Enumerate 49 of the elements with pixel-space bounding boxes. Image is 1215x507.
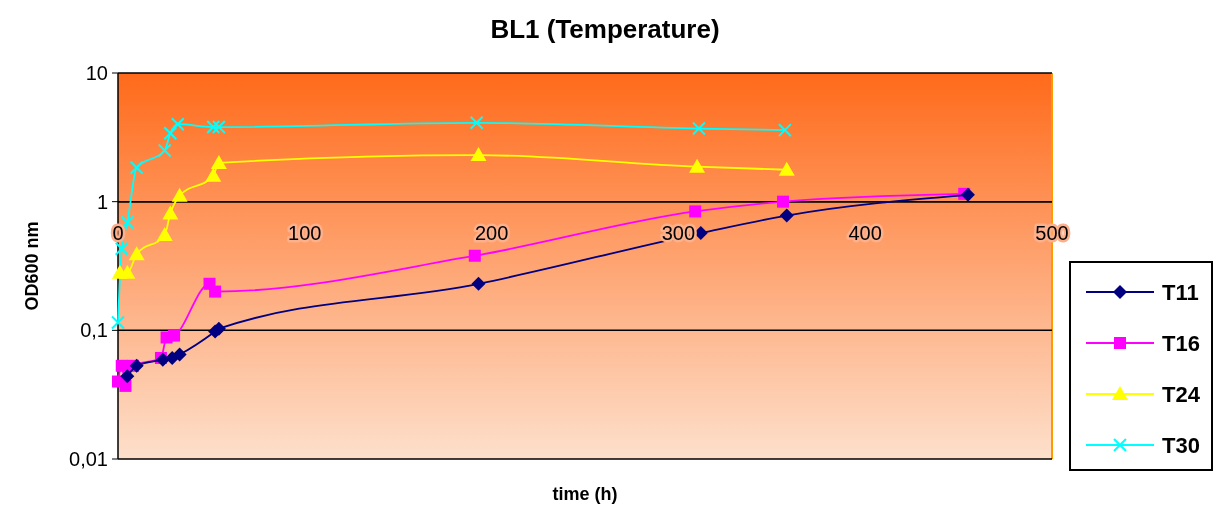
y-tick-label: 1 — [96, 190, 108, 213]
point — [210, 154, 227, 169]
y-tick-label: 0,01 — [69, 448, 108, 470]
y-axis-title: OD600 nm — [22, 221, 42, 311]
legend-label: T11 — [1162, 279, 1199, 305]
x-tick-label: 0 — [112, 221, 124, 244]
point — [114, 241, 129, 256]
point — [120, 369, 135, 384]
point — [209, 285, 222, 298]
point — [157, 143, 172, 158]
point — [129, 358, 144, 373]
legend-label: T30 — [1162, 432, 1200, 458]
point — [471, 276, 486, 291]
point — [206, 120, 221, 135]
point — [171, 187, 188, 202]
point — [111, 315, 125, 330]
point — [777, 123, 792, 138]
chart-title: BL1 (Temperature) — [490, 14, 720, 44]
point — [156, 227, 173, 242]
x-axis-title: time (h) — [552, 484, 618, 504]
point — [163, 126, 178, 141]
point — [128, 246, 145, 261]
point — [777, 195, 790, 208]
point — [119, 264, 136, 279]
point — [129, 160, 144, 175]
point — [689, 158, 706, 173]
legend-label: T16 — [1162, 330, 1200, 356]
x-tick-label: 400 — [848, 221, 882, 244]
point — [172, 347, 187, 362]
point — [689, 205, 702, 218]
point — [960, 187, 975, 202]
point — [469, 115, 484, 130]
point — [468, 249, 481, 262]
legend-label: T24 — [1162, 381, 1201, 407]
point — [691, 121, 706, 136]
point — [470, 147, 487, 162]
y-tick-label: 0,1 — [80, 319, 108, 342]
x-tick-label: 100 — [288, 221, 322, 244]
point — [211, 120, 226, 135]
point — [205, 167, 222, 182]
point — [778, 161, 795, 176]
x-tick-label: 200 — [474, 221, 509, 244]
point — [168, 329, 181, 342]
point — [779, 208, 794, 223]
point — [170, 117, 185, 132]
point — [162, 205, 179, 220]
y-tick-label: 10 — [85, 62, 108, 84]
point — [119, 379, 132, 392]
point — [115, 359, 128, 372]
